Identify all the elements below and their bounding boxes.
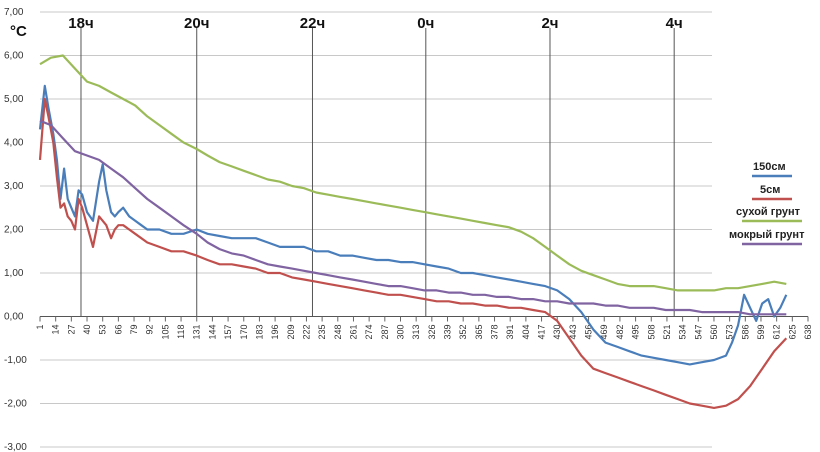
x-tick-label: 391 xyxy=(505,325,515,340)
y-tick-label: 7,00 xyxy=(4,7,24,18)
x-tick-label: 118 xyxy=(176,325,186,339)
x-tick-label: 144 xyxy=(207,325,217,340)
x-tick-label: 638 xyxy=(803,325,813,340)
hour-label: 22ч xyxy=(300,15,325,32)
x-tick-label: 248 xyxy=(333,325,343,340)
x-tick-label: 469 xyxy=(599,325,609,340)
hour-label: 0ч xyxy=(417,15,434,32)
x-tick-label: 261 xyxy=(348,325,358,340)
x-tick-label: 547 xyxy=(693,325,703,340)
x-tick-label: 183 xyxy=(254,325,264,340)
series-line-0 xyxy=(38,84,788,366)
x-tick-label: 495 xyxy=(631,325,641,340)
x-tick-label: 417 xyxy=(537,325,547,340)
x-tick-label: 14 xyxy=(51,325,61,335)
x-tick-label: 287 xyxy=(380,325,390,340)
hour-label: 18ч xyxy=(68,15,93,32)
x-tick-label: 586 xyxy=(740,325,750,340)
y-tick-label: -2,00 xyxy=(4,399,27,410)
x-tick-label: 27 xyxy=(66,325,76,335)
x-tick-label: 157 xyxy=(223,325,233,340)
legend-label: мокрый грунт xyxy=(729,229,805,241)
x-tick-label: 612 xyxy=(772,325,782,340)
hour-markers: 18ч 20ч 22ч 0ч 2ч 4ч xyxy=(68,15,683,317)
x-tick-label: 508 xyxy=(646,325,656,340)
grid-lines xyxy=(40,11,712,448)
x-tick-label: 313 xyxy=(411,325,421,340)
x-tick-label: 66 xyxy=(113,325,123,335)
x-tick-label: 443 xyxy=(568,325,578,340)
x-tick-label: 573 xyxy=(725,325,735,340)
x-tick-label: 196 xyxy=(270,325,280,340)
y-tick-label: 5,00 xyxy=(4,94,24,105)
x-tick-label: 170 xyxy=(239,325,249,340)
x-tick-label: 92 xyxy=(145,325,155,335)
x-tick-label: 365 xyxy=(474,325,484,340)
series-line-3 xyxy=(39,119,787,316)
x-tick-label: 378 xyxy=(490,325,500,340)
y-tick-label: -1,00 xyxy=(4,355,27,366)
hour-label: 20ч xyxy=(184,15,209,32)
x-tick-label: 482 xyxy=(615,325,625,340)
x-tick-label: 79 xyxy=(129,325,139,335)
x-tick-label: 326 xyxy=(427,325,437,340)
series-line-2 xyxy=(39,54,787,292)
x-tick-label: 352 xyxy=(458,325,468,340)
y-tick-label: 6,00 xyxy=(4,51,24,62)
x-tick-label: 521 xyxy=(662,325,672,340)
series-lines xyxy=(38,54,788,409)
y-tick-label: 3,00 xyxy=(4,181,24,192)
x-tick-label: 235 xyxy=(317,325,327,340)
series-line-1 xyxy=(38,97,788,409)
x-tick-label: 456 xyxy=(584,325,594,340)
x-tick-label: 625 xyxy=(787,325,797,340)
x-tick-label: 404 xyxy=(521,325,531,340)
unit-label: °C xyxy=(10,23,27,40)
y-axis: 7,00 6,00 5,00 4,00 3,00 2,00 1,00 0,00 -1,00 -2,… xyxy=(4,7,27,452)
y-tick-label: 2,00 xyxy=(4,225,24,236)
hour-label: 2ч xyxy=(541,15,558,32)
y-tick-label: 0,00 xyxy=(4,312,24,323)
x-tick-label: 560 xyxy=(709,325,719,340)
x-tick-label: 1 xyxy=(35,325,45,330)
x-tick-label: 53 xyxy=(98,325,108,335)
x-tick-label: 222 xyxy=(301,325,311,340)
hour-label: 4ч xyxy=(666,15,683,32)
x-tick-label: 339 xyxy=(443,325,453,340)
legend-label: 150см xyxy=(753,161,786,173)
x-tick-label: 300 xyxy=(395,325,405,340)
y-tick-label: 1,00 xyxy=(4,268,24,279)
legend: 150см 5см сухой грунт мокрый грунт xyxy=(729,161,805,246)
x-tick-label: 430 xyxy=(552,325,562,340)
x-tick-label: 599 xyxy=(756,325,766,340)
legend-label: сухой грунт xyxy=(736,206,801,218)
y-tick-label: -3,00 xyxy=(4,442,27,452)
y-tick-label: 4,00 xyxy=(4,138,24,149)
x-tick-label: 131 xyxy=(192,325,202,340)
x-tick-label: 534 xyxy=(678,325,688,340)
x-tick-label: 274 xyxy=(364,325,374,340)
x-axis: 1 14 27 40 53 66 79 92 105 118 131 144 157 170 183 196 2… xyxy=(35,316,813,340)
x-tick-label: 105 xyxy=(160,325,170,340)
legend-label: 5см xyxy=(760,184,780,196)
x-tick-label: 40 xyxy=(82,325,92,335)
x-tick-label: 209 xyxy=(286,325,296,340)
